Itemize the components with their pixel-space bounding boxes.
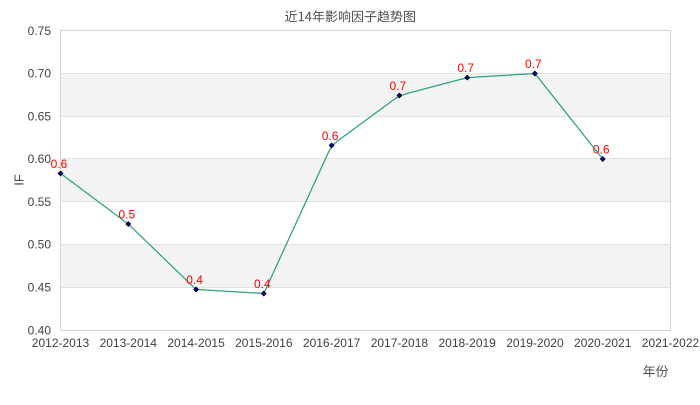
svg-text:0.75: 0.75 <box>28 24 52 38</box>
svg-text:2014-2015: 2014-2015 <box>167 336 225 350</box>
svg-text:0.40: 0.40 <box>28 323 52 337</box>
svg-text:0.4: 0.4 <box>254 277 271 291</box>
svg-text:0.7: 0.7 <box>390 79 407 93</box>
svg-text:2016-2017: 2016-2017 <box>303 336 361 350</box>
svg-text:0.6: 0.6 <box>51 157 68 171</box>
svg-text:0.7: 0.7 <box>457 61 474 75</box>
svg-text:2021-2022: 2021-2022 <box>642 336 700 350</box>
svg-text:2019-2020: 2019-2020 <box>506 336 564 350</box>
svg-text:IF: IF <box>12 174 27 186</box>
svg-text:2020-2021: 2020-2021 <box>574 336 632 350</box>
svg-text:0.50: 0.50 <box>28 238 52 252</box>
svg-text:0.7: 0.7 <box>525 57 542 71</box>
svg-text:0.5: 0.5 <box>118 208 135 222</box>
svg-text:0.55: 0.55 <box>28 195 52 209</box>
svg-text:0.45: 0.45 <box>28 281 52 295</box>
svg-text:0.65: 0.65 <box>28 109 52 123</box>
svg-text:0.70: 0.70 <box>28 67 52 81</box>
svg-text:0.6: 0.6 <box>593 143 610 157</box>
svg-text:2018-2019: 2018-2019 <box>438 336 496 350</box>
svg-text:0.6: 0.6 <box>322 129 339 143</box>
svg-text:0.4: 0.4 <box>186 273 203 287</box>
svg-text:2012-2013: 2012-2013 <box>32 336 90 350</box>
svg-text:2015-2016: 2015-2016 <box>235 336 293 350</box>
svg-text:2017-2018: 2017-2018 <box>371 336 429 350</box>
svg-text:2013-2014: 2013-2014 <box>100 336 158 350</box>
svg-text:0.60: 0.60 <box>28 152 52 166</box>
